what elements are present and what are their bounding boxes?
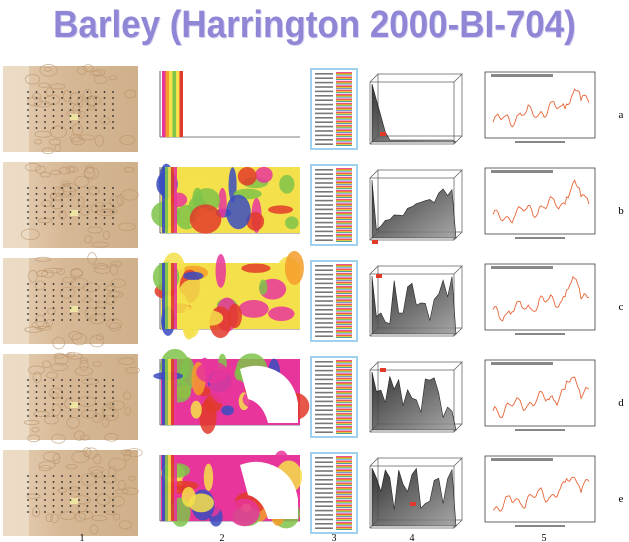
ir-spectrum — [484, 263, 596, 335]
surface-plot-3d — [369, 457, 463, 529]
row-label-b: b — [618, 205, 624, 217]
row-label-e: e — [619, 493, 624, 505]
ir-spectrum — [484, 167, 596, 239]
color-scale-legend — [310, 452, 358, 534]
tissue-image — [3, 252, 138, 350]
contour-map — [159, 71, 300, 138]
panel-row-c: c — [3, 250, 624, 350]
color-scale-legend — [310, 260, 358, 342]
panel-row-d: d — [3, 348, 624, 444]
row-label-d: d — [618, 397, 624, 409]
row-label-a: a — [619, 109, 624, 121]
tissue-image — [3, 447, 143, 536]
surface-plot-3d — [369, 169, 463, 244]
contour-map — [153, 348, 310, 434]
contour-map — [159, 450, 303, 529]
column-label-2: 2 — [220, 533, 225, 542]
panel-row-b: b — [3, 162, 624, 248]
ir-spectrum — [484, 359, 596, 431]
color-scale-legend — [310, 68, 358, 150]
tissue-image — [3, 64, 138, 155]
color-scale-legend — [310, 356, 358, 438]
column-label-1: 1 — [80, 533, 85, 542]
ir-spectrum — [484, 455, 596, 527]
tissue-image — [3, 162, 139, 248]
column-label-5: 5 — [542, 533, 547, 542]
ir-spectrum — [484, 71, 596, 143]
figure-title: Barley (Harrington 2000-BI-704) — [53, 4, 576, 46]
surface-plot-3d — [369, 73, 463, 145]
contour-map — [151, 163, 300, 234]
color-scale-legend — [310, 164, 358, 246]
panel-row-e: e — [3, 447, 624, 536]
column-label-3: 3 — [332, 533, 337, 542]
surface-plot-3d — [369, 361, 463, 433]
contour-map — [152, 250, 304, 340]
panel-row-a: a — [3, 64, 624, 155]
tissue-image — [3, 352, 140, 444]
row-label-c: c — [619, 301, 624, 313]
surface-plot-3d — [369, 265, 463, 337]
column-label-4: 4 — [410, 533, 415, 542]
